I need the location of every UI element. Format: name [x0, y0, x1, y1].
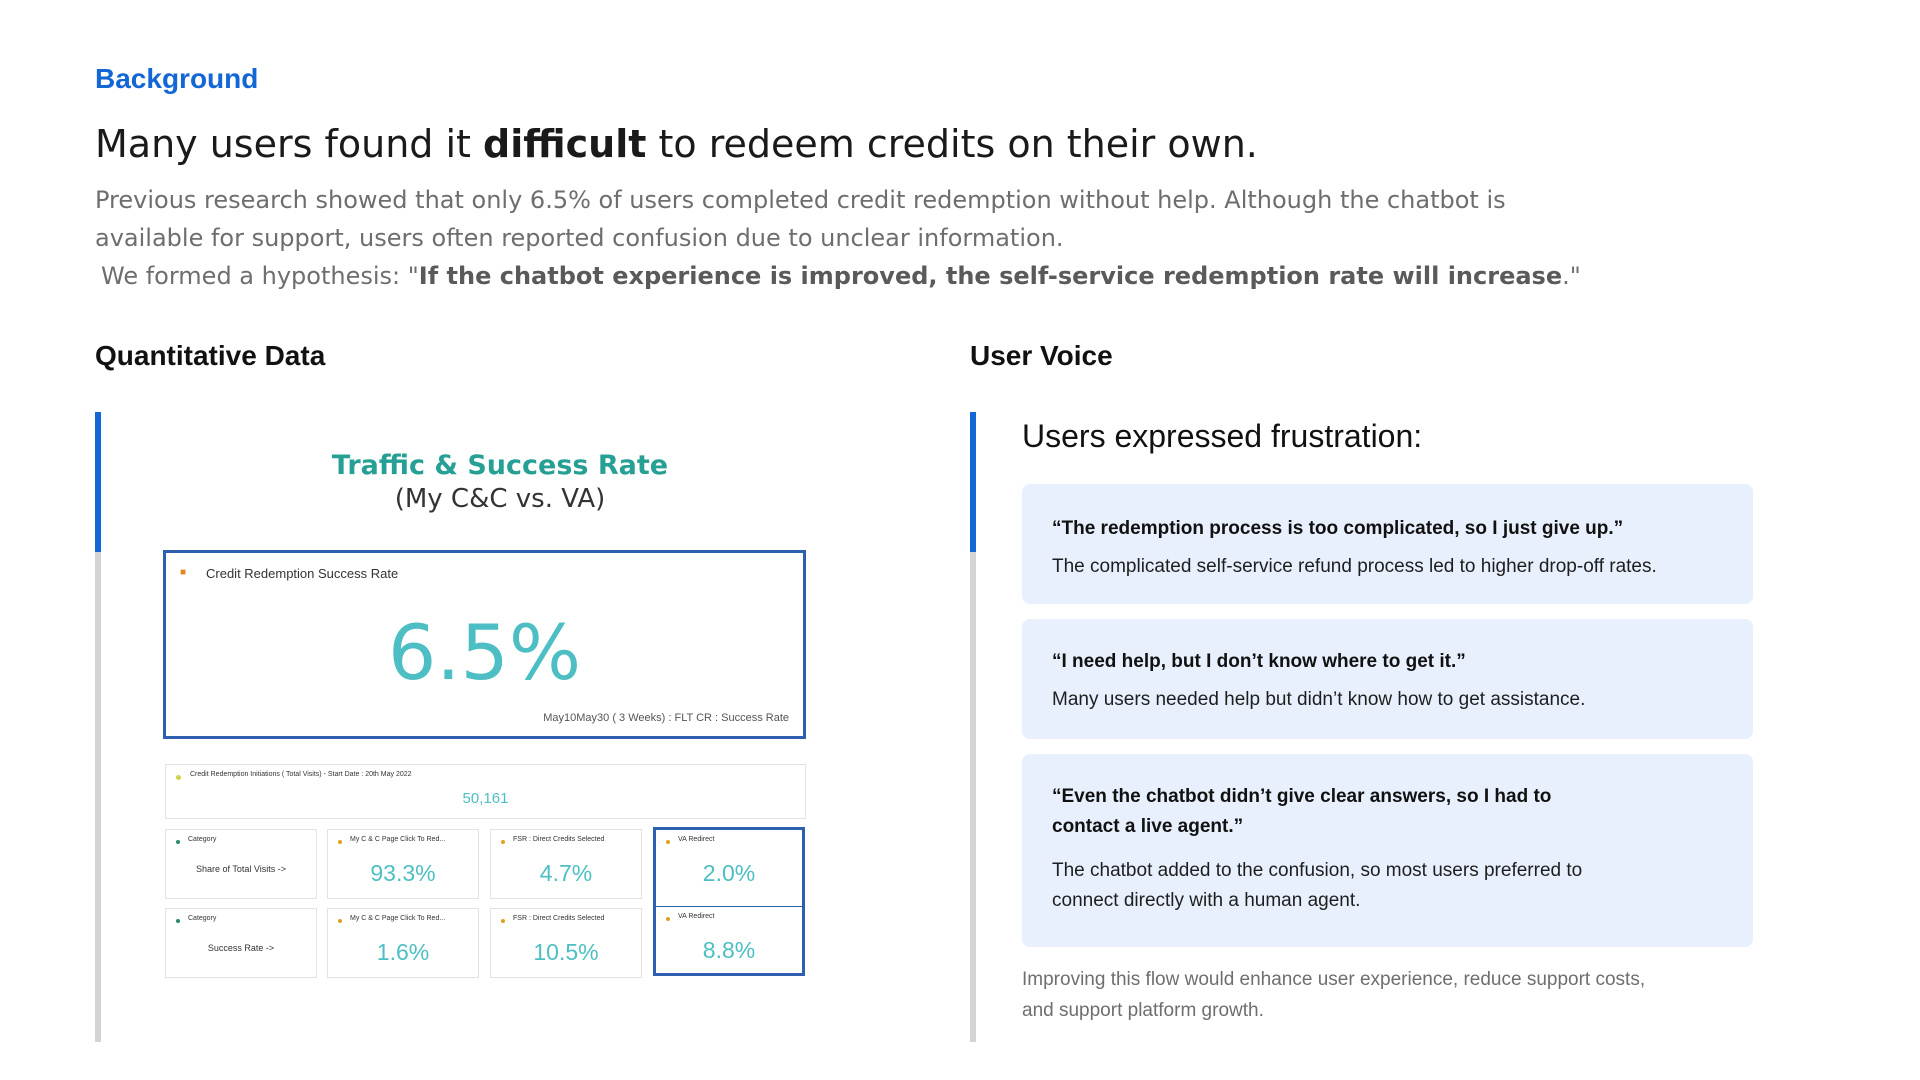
page-headline: Many users found it difficult to redeem …	[95, 122, 1258, 166]
dashboard-title: Traffic & Success Rate	[331, 450, 669, 481]
metric-cell: My C & C Page Click To Red... 1.6%	[327, 908, 479, 978]
status-dot-icon	[176, 775, 181, 780]
footnote-line-2: and support platform growth.	[1022, 1000, 1264, 1021]
quote-card: “I need help, but I don’t know where to …	[1022, 619, 1753, 739]
initiations-title: Credit Redemption Initiations ( Total Vi…	[190, 771, 412, 778]
cell-header: VA Redirect	[678, 913, 715, 920]
quote-text-line-1: “Even the chatbot didn’t give clear answ…	[1052, 786, 1552, 807]
status-dot-icon	[666, 840, 670, 844]
cell-header: Category	[188, 915, 217, 922]
metric-cell: My C & C Page Click To Red... 93.3%	[327, 829, 479, 899]
cell-header: FSR : Direct Credits Selected	[513, 836, 605, 843]
section-label-background: Background	[95, 63, 259, 94]
quote-description-line-2: connect directly with a human agent.	[1052, 890, 1361, 911]
hypothesis-line: We formed a hypothesis: "If the chatbot …	[95, 257, 1581, 295]
quote-text: “The redemption process is too complicat…	[1052, 518, 1624, 539]
quote-description: The complicated self-service refund proc…	[1052, 556, 1657, 577]
headline-text-pre: Many users found it	[95, 122, 484, 166]
status-dot-icon	[501, 919, 505, 923]
right-divider-accent	[970, 412, 976, 552]
right-column-divider	[970, 412, 976, 1042]
category-cell: Category Success Rate ->	[165, 908, 317, 978]
user-voice-heading: Users expressed frustration:	[1022, 418, 1423, 454]
status-dot-icon	[338, 919, 342, 923]
headline-text-post: to redeem credits on their own.	[646, 122, 1258, 166]
success-rate-kpi-card: ■ Credit Redemption Success Rate 6.5% Ma…	[163, 550, 806, 739]
category-label: Success Rate ->	[207, 943, 275, 953]
metric-value: 2.0%	[702, 860, 756, 886]
hypothesis-statement: If the chatbot experience is improved, t…	[418, 262, 1563, 290]
status-dot-icon	[666, 917, 670, 921]
metric-value: 8.8%	[702, 937, 756, 963]
dashboard-subtitle: (My C&C vs. VA)	[394, 484, 606, 514]
quantitative-data-title: Quantitative Data	[95, 340, 326, 371]
metric-cell: FSR : Direct Credits Selected 4.7%	[490, 829, 642, 899]
category-label: Share of Total Visits ->	[196, 864, 286, 874]
intro-line-1: Previous research showed that only 6.5% …	[95, 186, 1506, 214]
footnote: Improving this flow would enhance user e…	[1022, 964, 1722, 1026]
quote-text: “I need help, but I don’t know where to …	[1052, 651, 1466, 672]
status-dot-icon	[501, 840, 505, 844]
intro-paragraph: Previous research showed that only 6.5% …	[95, 181, 1581, 295]
metric-cell: FSR : Direct Credits Selected 10.5%	[490, 908, 642, 978]
lock-icon: ■	[180, 567, 187, 578]
initiations-value: 50,161	[462, 790, 509, 807]
quote-card: “Even the chatbot didn’t give clear answ…	[1022, 754, 1753, 947]
cell-header: Category	[188, 836, 217, 843]
quote-card: “The redemption process is too complicat…	[1022, 484, 1753, 604]
cell-header: VA Redirect	[678, 836, 715, 843]
initiations-card: Credit Redemption Initiations ( Total Vi…	[165, 764, 806, 819]
metric-cell-highlighted: VA Redirect 8.8%	[653, 906, 805, 976]
quote-text-line-2: contact a live agent.”	[1052, 816, 1244, 837]
footnote-line-1: Improving this flow would enhance user e…	[1022, 969, 1646, 990]
status-dot-icon	[176, 919, 180, 923]
status-dot-icon	[176, 840, 180, 844]
quote-description-line-1: The chatbot added to the confusion, so m…	[1052, 860, 1583, 881]
intro-line-2: available for support, users often repor…	[95, 224, 1064, 252]
left-divider-accent	[95, 412, 101, 552]
headline-text-emphasis: difficult	[483, 122, 647, 166]
user-voice-title: User Voice	[970, 340, 1113, 371]
cell-header: My C & C Page Click To Red...	[350, 836, 446, 843]
metric-value: 93.3%	[370, 860, 436, 886]
cell-header: FSR : Direct Credits Selected	[513, 915, 605, 922]
status-dot-icon	[338, 840, 342, 844]
metric-value: 1.6%	[376, 939, 430, 965]
kpi-title: Credit Redemption Success Rate	[206, 566, 399, 581]
category-cell: Category Share of Total Visits ->	[165, 829, 317, 899]
cell-header: My C & C Page Click To Red...	[350, 915, 446, 922]
quote-description: Many users needed help but didn’t know h…	[1052, 689, 1586, 710]
left-column-divider	[95, 412, 101, 1042]
metric-value: 4.7%	[539, 860, 593, 886]
metric-cell-highlighted: VA Redirect 2.0%	[653, 827, 805, 909]
kpi-note: May10May30 ( 3 Weeks) : FLT CR : Success…	[543, 712, 789, 724]
metric-value: 10.5%	[533, 939, 599, 965]
hypothesis-post: ."	[1562, 262, 1581, 290]
kpi-value: 6.5%	[387, 608, 582, 697]
hypothesis-pre: We formed a hypothesis: "	[101, 262, 419, 290]
